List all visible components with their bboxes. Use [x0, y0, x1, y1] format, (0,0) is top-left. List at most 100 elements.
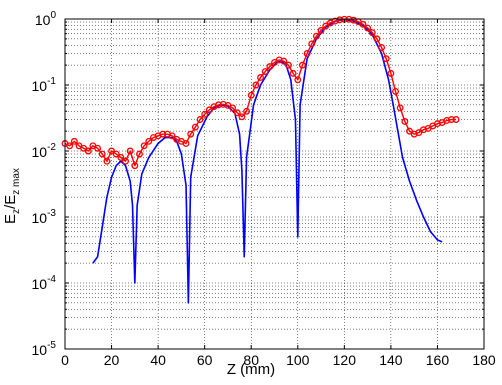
data-point-marker [285, 61, 292, 69]
data-point-marker [191, 123, 199, 131]
data-point-marker [229, 104, 237, 112]
data-point-marker [322, 22, 330, 30]
data-point-marker [261, 68, 269, 75]
data-point-marker [112, 150, 120, 158]
y-tick-label: 10-4 [32, 274, 57, 292]
data-point-marker [122, 157, 129, 165]
x-tick-label: 60 [197, 352, 213, 368]
y-tick-label-exponent: -2 [47, 142, 56, 153]
plot-area-background [65, 19, 484, 349]
data-point-marker [280, 57, 288, 65]
data-point-marker [336, 16, 344, 24]
x-tick-label: 80 [243, 352, 259, 368]
data-point-marker [406, 127, 413, 135]
data-point-marker [396, 104, 404, 112]
y-tick-label-exponent: 0 [50, 10, 56, 21]
data-point-marker [266, 63, 274, 71]
data-point-marker [294, 76, 302, 84]
y-tick-label: 10-5 [32, 340, 57, 358]
data-point-marker [159, 130, 167, 138]
data-point-marker [452, 116, 460, 123]
x-tick-label: 180 [472, 352, 496, 368]
data-point-marker [66, 142, 74, 150]
data-point-marker [70, 137, 78, 145]
x-tick-label: 100 [286, 352, 310, 368]
data-point-marker [382, 55, 390, 63]
y-tick-label: 10-1 [32, 76, 57, 94]
y-tick-label-exponent: -5 [47, 340, 56, 351]
data-point-marker [182, 140, 190, 147]
ticks [64, 18, 485, 350]
data-point-marker [378, 44, 386, 51]
y-tick-label-base: 10 [32, 210, 48, 226]
data-point-marker [187, 130, 195, 138]
y-tick-label-exponent: -1 [47, 76, 56, 87]
data-point-marker [205, 106, 213, 114]
y-tick-label: 10-3 [32, 208, 57, 226]
data-point-marker [117, 153, 125, 161]
y-axis-label-mid: /E [2, 195, 19, 209]
data-point-marker [289, 69, 297, 77]
data-point-marker [303, 50, 311, 57]
x-tick-label: 140 [379, 352, 403, 368]
y-tick-label-base: 10 [32, 144, 48, 160]
data-point-marker [308, 40, 316, 48]
data-point-marker [275, 56, 283, 64]
data-point-marker [359, 20, 367, 28]
svg-text:Ez/Ez max: Ez/Ez max [2, 168, 22, 224]
y-axis-label-main: E [2, 214, 19, 224]
y-tick-label-base: 10 [32, 342, 48, 358]
x-tick-label: 40 [150, 352, 166, 368]
series-line-1 [92, 18, 443, 304]
data-point-marker [215, 101, 223, 109]
data-point-marker [168, 132, 176, 140]
data-point-marker [387, 69, 395, 77]
y-tick-label-base: 10 [32, 276, 48, 292]
data-point-marker [401, 118, 409, 125]
data-point-marker [392, 87, 399, 95]
data-point-marker [140, 142, 148, 150]
data-point-marker [108, 147, 116, 155]
data-point-marker [447, 116, 455, 123]
data-point-marker [136, 150, 143, 158]
data-point-marker [145, 137, 153, 145]
data-point-marker [131, 162, 139, 170]
data-point-marker [98, 150, 106, 158]
y-tick-label: 10-2 [32, 142, 57, 160]
data-point-marker [247, 91, 255, 99]
y-axis-label-sub2: z max [11, 168, 22, 195]
data-point-marker [364, 24, 372, 32]
data-point-marker [312, 32, 320, 40]
series-line-2 [64, 18, 457, 167]
y-tick-label-exponent: -4 [47, 274, 56, 285]
y-tick-label: 100 [35, 10, 57, 28]
y-axis-label: Ez/Ez max [2, 168, 22, 224]
data-point-marker [443, 117, 451, 124]
data-point-marker [238, 113, 246, 121]
data-point-marker [243, 107, 251, 115]
x-tick-label: 120 [333, 352, 357, 368]
x-tick-label: 20 [104, 352, 120, 368]
data-point-marker [257, 74, 264, 81]
y-tick-label-base: 10 [35, 12, 51, 28]
y-tick-label-exponent: -3 [47, 208, 56, 219]
data-point-marker [196, 116, 204, 123]
x-tick-label: 0 [61, 352, 69, 368]
y-tick-label-base: 10 [32, 78, 48, 94]
data-point-marker [233, 109, 241, 117]
data-point-marker [126, 147, 134, 155]
data-point-marker [84, 147, 92, 155]
data-point-marker [252, 81, 260, 89]
data-point-marker [94, 144, 102, 152]
data-point-marker [317, 27, 325, 34]
data-point-marker [219, 100, 227, 108]
data-point-marker [373, 35, 381, 43]
plot-frame [64, 18, 485, 350]
data-point-marker [433, 120, 441, 128]
data-point-marker [298, 61, 306, 69]
x-tick-labels: 0 20 40 60 80 100 120 140 160 180 [61, 352, 496, 368]
data-point-marker [331, 17, 339, 25]
data-point-marker [103, 157, 111, 165]
